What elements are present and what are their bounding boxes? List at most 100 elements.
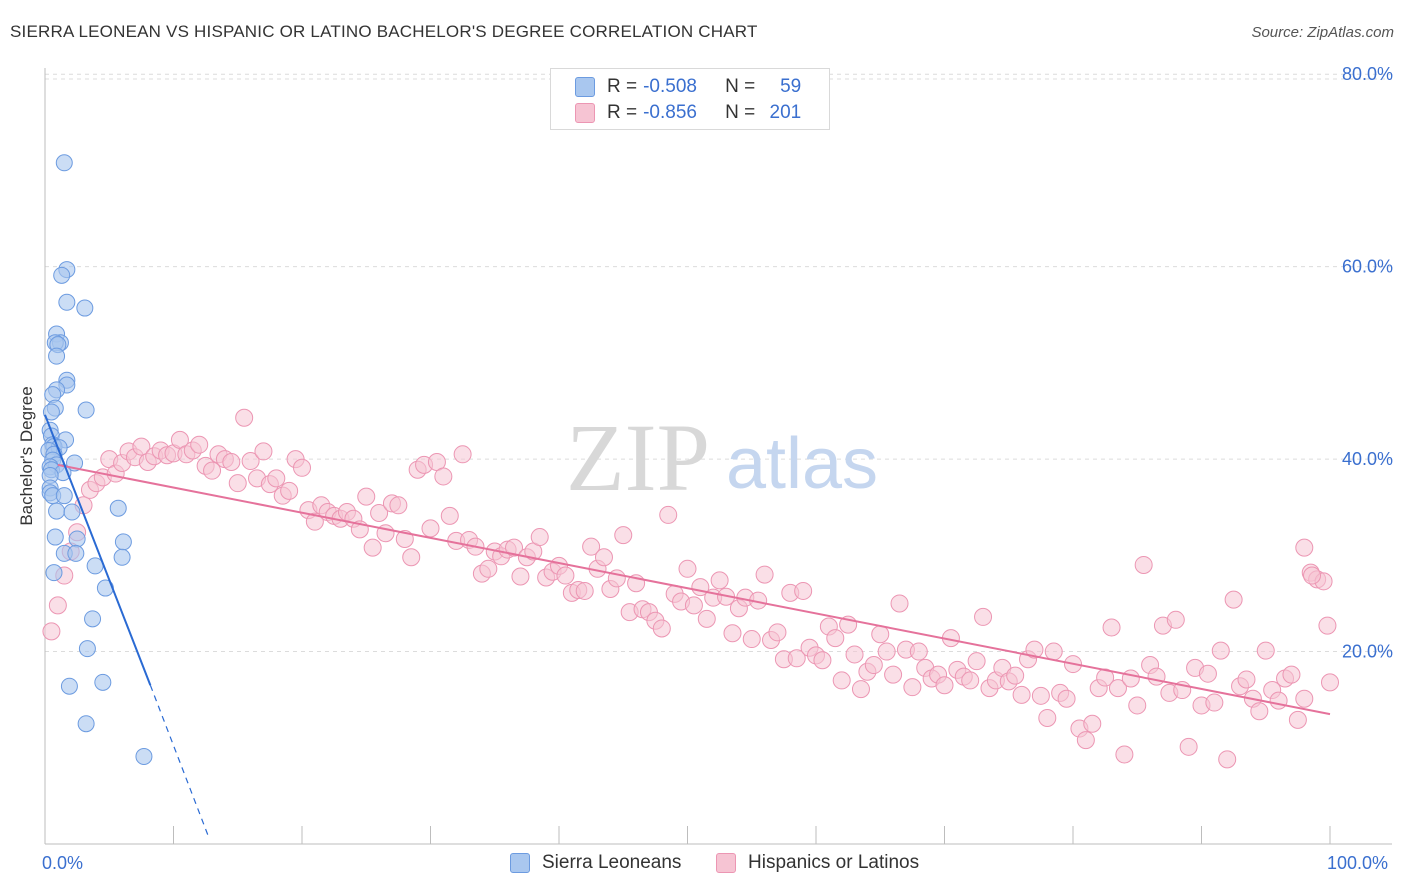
hispanic-point (370, 504, 389, 523)
hispanic-point (1318, 616, 1337, 635)
hispanic-point (768, 623, 787, 642)
series-legend: Sierra Leoneans Hispanics or Latinos (0, 852, 1406, 876)
hispanic-point (974, 607, 993, 626)
hispanic-point (582, 537, 601, 556)
sierra-leonean-point (53, 266, 71, 284)
sierra-leonean-point (55, 154, 73, 172)
hispanic-point (1256, 641, 1275, 660)
hispanic-point (1083, 714, 1102, 733)
hispanic-point (935, 676, 954, 695)
sierra-leonean-point (48, 502, 66, 520)
legend-row-hispanic: R = -0.856 N = 201 (575, 101, 801, 125)
hispanic-point (1006, 666, 1025, 685)
hispanic-point (1205, 693, 1224, 712)
sierra-leonean-point (114, 533, 132, 551)
hispanic-point (357, 487, 376, 506)
hispanic-point (479, 559, 498, 578)
sierra-leonean-point (135, 747, 153, 765)
hispanic-point (1102, 618, 1121, 637)
hispanic-point (684, 596, 703, 615)
hispanic-point (1321, 673, 1339, 692)
sierra-leonean-point (58, 293, 76, 311)
hispanic-point (228, 474, 247, 493)
hispanic-point (903, 678, 922, 697)
r-label: R = (607, 76, 638, 97)
hispanic-point (1025, 640, 1044, 659)
y-tick-label: 60.0% (1342, 257, 1393, 277)
swatch-blue (575, 77, 595, 97)
hispanic-point (556, 566, 575, 585)
hispanic-point (1147, 667, 1166, 686)
x-tick-max: 100.0% (1327, 853, 1389, 873)
r-value: -0.856 (643, 102, 697, 123)
hispanic-point (440, 506, 459, 525)
hispanic-point (826, 629, 845, 648)
hispanic-point (1121, 669, 1140, 688)
watermark-atlas: atlas (726, 424, 878, 504)
hispanic-point (254, 442, 273, 461)
hispanic-point (1179, 737, 1198, 756)
watermark: ZIP atlas (566, 404, 878, 511)
hispanic-point (421, 519, 440, 538)
grid-lines (45, 73, 1392, 653)
hispanic-point (877, 642, 896, 661)
sierra-leonean-point (68, 530, 86, 548)
sierra-leonean-point (109, 499, 127, 517)
x-tick-min: 0.0% (42, 853, 84, 873)
hispanic-point (710, 571, 729, 590)
hispanic-point (222, 453, 241, 472)
hispanic-point (280, 481, 299, 500)
hispanic-point (241, 452, 260, 471)
hispanic-point (293, 458, 311, 477)
chart-title: SIERRA LEONEAN VS HISPANIC OR LATINO BAC… (10, 22, 758, 41)
source-label: Source: ZipAtlas.com (1251, 24, 1394, 41)
legend-swatch-pink (716, 853, 736, 873)
hispanic-point (1044, 642, 1063, 661)
r-value: -0.508 (643, 76, 697, 97)
hispanic-point (851, 680, 870, 699)
hispanic-point (1295, 538, 1314, 557)
hispanic-point (723, 624, 742, 643)
hispanic-point (787, 649, 806, 668)
hispanic-point (1115, 745, 1134, 764)
hispanic-point (742, 630, 761, 649)
hispanic-point (1250, 702, 1269, 721)
sierra-leonean-point (78, 640, 96, 658)
n-label: N = (725, 76, 756, 97)
n-value: 201 (769, 102, 802, 123)
hispanic-point (845, 645, 864, 664)
sierra-leonean-trend-line (44, 414, 152, 686)
hispanic-point (48, 596, 67, 615)
hispanic-point (1269, 691, 1288, 710)
hispanic-point (1198, 664, 1217, 683)
hispanic-point (614, 526, 633, 545)
hispanic-trend-line (57, 463, 1331, 716)
hispanic-point (890, 594, 909, 613)
hispanic-point (190, 435, 209, 454)
correlation-legend: R = -0.508 N = 59 R = -0.856 N = 201 (550, 68, 830, 130)
hispanic-point (961, 671, 980, 690)
y-tick-label: 40.0% (1342, 449, 1393, 469)
hispanic-point (1166, 610, 1185, 629)
sierra-leonean-trend-extension (149, 685, 211, 840)
hispanic-point (453, 445, 472, 464)
hispanic-point (832, 671, 851, 690)
y-tick-label: 80.0% (1342, 64, 1393, 84)
sierra-leonean-point (76, 299, 94, 317)
hispanic-point (909, 642, 928, 661)
n-label: N = (725, 102, 756, 123)
hispanic-point (659, 505, 678, 524)
sierra-leonean-point (60, 677, 78, 695)
hispanic-point (305, 512, 324, 531)
hispanic-point (575, 581, 594, 600)
hispanic-point (267, 469, 286, 488)
swatch-pink (575, 103, 595, 123)
hispanic-point (1288, 710, 1307, 729)
hispanic-point (1128, 696, 1147, 715)
legend-label: Hispanics or Latinos (748, 852, 920, 873)
hispanic-point (1282, 665, 1301, 684)
sierra-leonean-point (77, 715, 95, 733)
sierra-leonean-point (42, 403, 60, 421)
n-value: 59 (780, 76, 802, 97)
